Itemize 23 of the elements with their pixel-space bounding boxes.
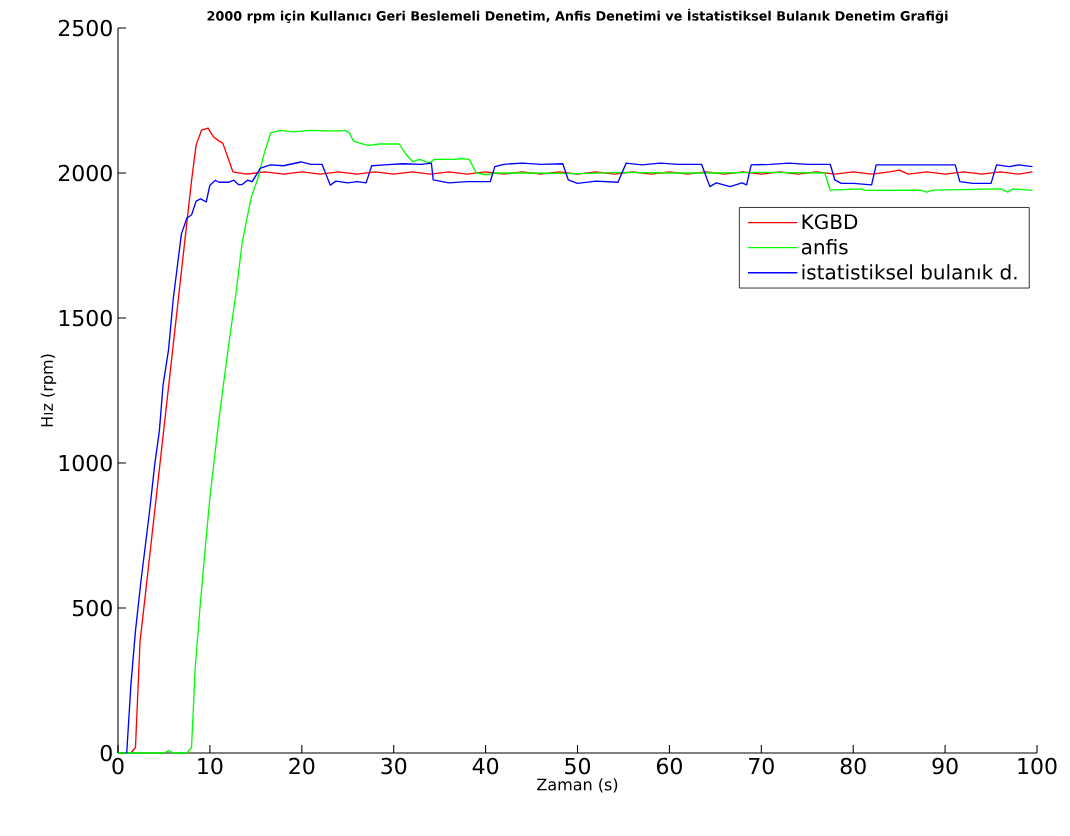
x-tick-label: 60 — [656, 757, 682, 775]
y-tick-label: 2000 — [58, 164, 112, 182]
y-tick-label: 500 — [73, 599, 112, 617]
y-tick-label: 2500 — [58, 19, 112, 37]
legend-label: anfis — [801, 238, 848, 255]
chart-title: 2000 rpm için Kullanıcı Geri Beslemeli Denetim, Anfis Denetimi ve İstatistiksel Bulanık Denetim Grafiği — [207, 8, 948, 24]
x-tick-label: 70 — [749, 757, 774, 775]
y-tick-label: 0 — [100, 744, 112, 762]
x-tick-label: 90 — [932, 757, 958, 775]
x-tick-label: 30 — [381, 757, 407, 775]
x-tick-label: 10 — [198, 757, 223, 775]
y-axis-title: Hız (rpm) — [40, 354, 57, 427]
x-tick-label: 0 — [112, 757, 124, 775]
x-tick-label: 80 — [840, 757, 866, 775]
y-tick-label: 1000 — [59, 454, 112, 472]
y-tick-label: 1500 — [59, 309, 112, 327]
x-tick-label: 100 — [1018, 757, 1057, 775]
x-tick-label: 50 — [565, 757, 591, 775]
x-axis-title: Zaman (s) — [537, 778, 618, 793]
legend-label: istatistiksel bulanık d. — [802, 264, 1017, 280]
x-tick-label: 40 — [472, 757, 499, 775]
legend-label: KGBD — [802, 214, 858, 230]
x-tick-label: 20 — [289, 757, 315, 775]
